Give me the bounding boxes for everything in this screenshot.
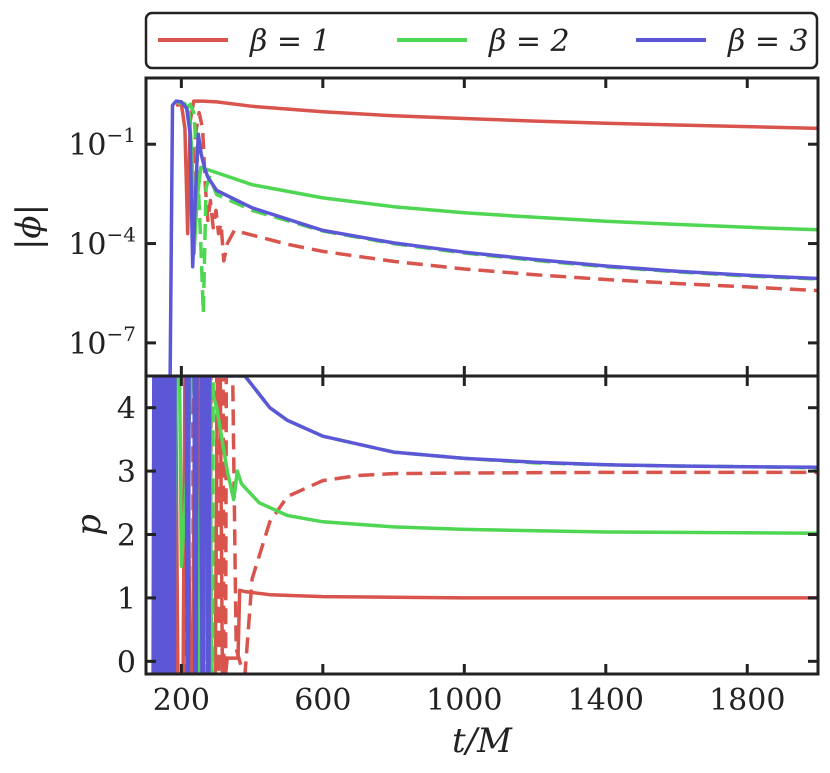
bottom-panel-frame (144, 374, 820, 676)
top-y-axis-label: |ϕ| (9, 204, 49, 250)
x-tick-label: 200 (153, 683, 210, 718)
bottom-series-4-line (151, 376, 818, 674)
bottom-panel: 200 600 1000 1400 1800 0 1 2 3 4 p t/M (69, 374, 820, 761)
legend: β = 1 β = 2 β = 3 (144, 11, 819, 70)
top-ticks: 10−1 10−4 10−7 (68, 78, 818, 376)
x-tick-label: 1000 (426, 683, 502, 718)
bottom-y-tick-label: 3 (117, 455, 136, 490)
bottom-ticks: 200 600 1000 1400 1800 0 1 2 3 4 (117, 376, 818, 718)
x-tick-label: 600 (294, 683, 351, 718)
top-y-tick-label: 10−1 (68, 123, 136, 163)
bottom-series-group (151, 376, 818, 674)
legend-label-beta2: β = 2 (488, 24, 570, 59)
top-series-group (168, 99, 818, 376)
bottom-y-tick-label: 1 (117, 582, 136, 617)
top-y-tick-label: 10−7 (68, 322, 136, 362)
legend-label-beta1: β = 1 (249, 24, 331, 59)
top-series-3-line (185, 102, 818, 315)
x-axis-label: t/M (452, 721, 513, 761)
bottom-series-3-line (201, 376, 818, 674)
bottom-series-2-line (171, 376, 818, 674)
legend-label-beta3: β = 3 (727, 24, 809, 59)
bottom-y-axis-label: p (69, 514, 109, 536)
bottom-y-tick-label: 2 (117, 519, 136, 554)
top-series-0-line (175, 99, 818, 236)
top-panel: 10−1 10−4 10−7 |ϕ| (9, 76, 820, 378)
bottom-series-0-line (169, 376, 818, 674)
bottom-series-1-line (183, 376, 818, 674)
legend-frame (144, 11, 819, 70)
x-tick-label: 1400 (568, 683, 644, 718)
x-tick-label: 1800 (709, 683, 785, 718)
top-y-tick-label: 10−4 (68, 223, 136, 263)
top-series-1-line (190, 110, 818, 293)
top-series-4-line (168, 99, 818, 376)
bottom-y-tick-label: 0 (117, 645, 136, 680)
bottom-y-tick-label: 4 (117, 392, 136, 427)
